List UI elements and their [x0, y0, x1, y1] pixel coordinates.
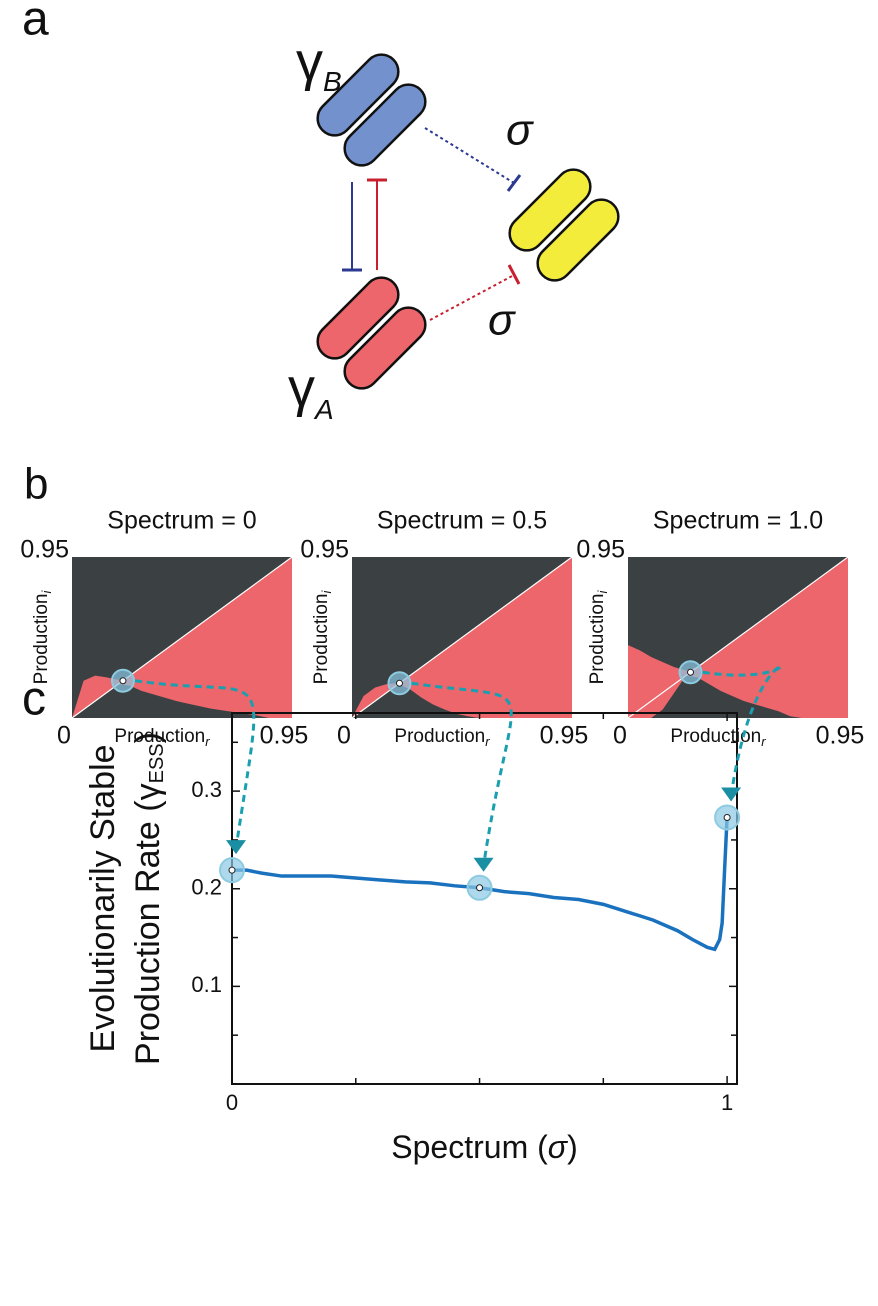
- ess-dot: [687, 668, 695, 676]
- ess-dot: [228, 866, 236, 874]
- x-axis-label: Productionr: [670, 726, 766, 749]
- x-tick-label: 0: [613, 722, 627, 750]
- inhibition-bar: [506, 174, 522, 192]
- cell: [316, 276, 400, 360]
- y-tick-label: 0.3: [191, 777, 222, 802]
- panel-title: Spectrum = 0: [107, 507, 256, 535]
- edge-label: σ: [488, 296, 516, 345]
- arrow-head: [473, 857, 494, 872]
- cell: [343, 306, 427, 390]
- arrow-head: [226, 840, 246, 855]
- edge-label: σ: [506, 106, 534, 155]
- y-tick-label: 0.95: [20, 536, 69, 564]
- diagonal: [351, 556, 573, 719]
- cell: [316, 53, 400, 137]
- diagonal: [627, 556, 849, 719]
- x-tick-label: 0.95: [816, 722, 865, 750]
- x-tick-label: 0: [57, 722, 71, 750]
- y-axis-label: Evolutionarily Stable: [84, 744, 122, 1052]
- y-tick-label: 0.95: [576, 536, 625, 564]
- line: [232, 817, 729, 952]
- ess-dot: [395, 679, 403, 687]
- ess-dot: [476, 884, 484, 892]
- x-tick-label: 0: [337, 722, 351, 750]
- panel-label: c: [22, 673, 46, 726]
- inhibition: [424, 127, 515, 184]
- diagram: γB γA σ σ: [288, 32, 620, 425]
- panel-title: Spectrum = 1.0: [653, 507, 823, 535]
- y-axis-label: Productioni: [587, 590, 610, 685]
- arrow: [411, 681, 513, 866]
- x-tick-label: 0.95: [260, 722, 309, 750]
- x-axis-label: Productionr: [114, 726, 210, 749]
- x-tick-label: 0.95: [540, 722, 589, 750]
- inhibition: [429, 274, 515, 321]
- panel-label: b: [24, 460, 48, 509]
- arrow-head: [721, 787, 742, 802]
- cell: [536, 198, 620, 282]
- x-tick-label: 0: [226, 1090, 238, 1115]
- inhibition-bar: [507, 264, 521, 285]
- cell: [508, 168, 592, 252]
- node-label: γB: [296, 32, 342, 97]
- ess-dot: [723, 813, 731, 821]
- y-tick-label: 0.2: [191, 875, 222, 900]
- panel-label: a: [22, 0, 49, 46]
- panel-title: Spectrum = 0.5: [377, 507, 547, 535]
- diagonal: [71, 556, 293, 719]
- x-tick-label: 1: [721, 1090, 733, 1115]
- plot-frame: [231, 712, 738, 1085]
- cell: [343, 83, 427, 167]
- x-axis-label: Spectrum (σ): [391, 1129, 577, 1165]
- x-axis-label: Productionr: [394, 726, 490, 749]
- y-tick-label: 0.95: [300, 536, 349, 564]
- y-axis-label: Productioni: [311, 590, 334, 685]
- y-axis-label: Production Rate (γESS): [129, 732, 168, 1065]
- node-label: γA: [288, 358, 334, 425]
- ess-dot: [119, 677, 127, 685]
- y-axis-label: Productioni: [31, 590, 54, 685]
- y-tick-label: 0.1: [191, 972, 222, 997]
